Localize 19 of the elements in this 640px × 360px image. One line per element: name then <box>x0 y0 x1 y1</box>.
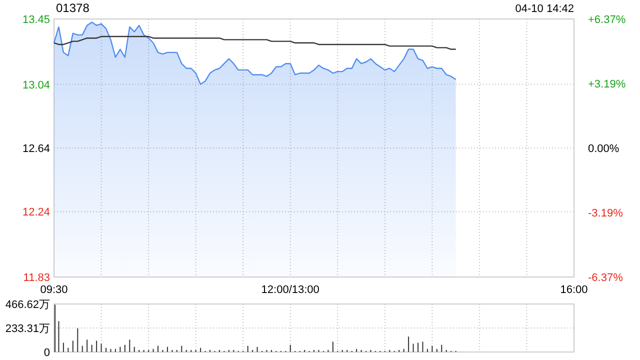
x-tick-label: 16:00 <box>560 284 588 296</box>
y2-tick-label: +3.19% <box>588 78 626 90</box>
y-tick-label: 233.31万 <box>5 323 50 335</box>
y-tick-label: 13.45 <box>22 14 50 26</box>
x-tick-label: 09:30 <box>40 284 68 296</box>
y2-tick-label: -3.19% <box>588 208 624 220</box>
text: 04-10 14:42 <box>515 3 574 15</box>
y-tick-label: 466.62万 <box>5 299 50 311</box>
y-tick-label: 13.04 <box>22 79 50 92</box>
y2-tick-label: -6.37% <box>588 272 624 284</box>
y-tick-label: 0 <box>44 347 50 359</box>
chart-title: 01378 <box>56 1 90 15</box>
line-series <box>53 36 456 50</box>
y2-tick-label: 0.00% <box>588 143 620 155</box>
y-tick-label: 12.24 <box>22 206 50 219</box>
x-tick-label: 12:00/13:00 <box>261 284 320 296</box>
y2-tick-label: +6.37% <box>588 14 626 26</box>
y-tick-label: 11.83 <box>23 272 50 284</box>
y-tick-label: 12.64 <box>22 143 50 155</box>
